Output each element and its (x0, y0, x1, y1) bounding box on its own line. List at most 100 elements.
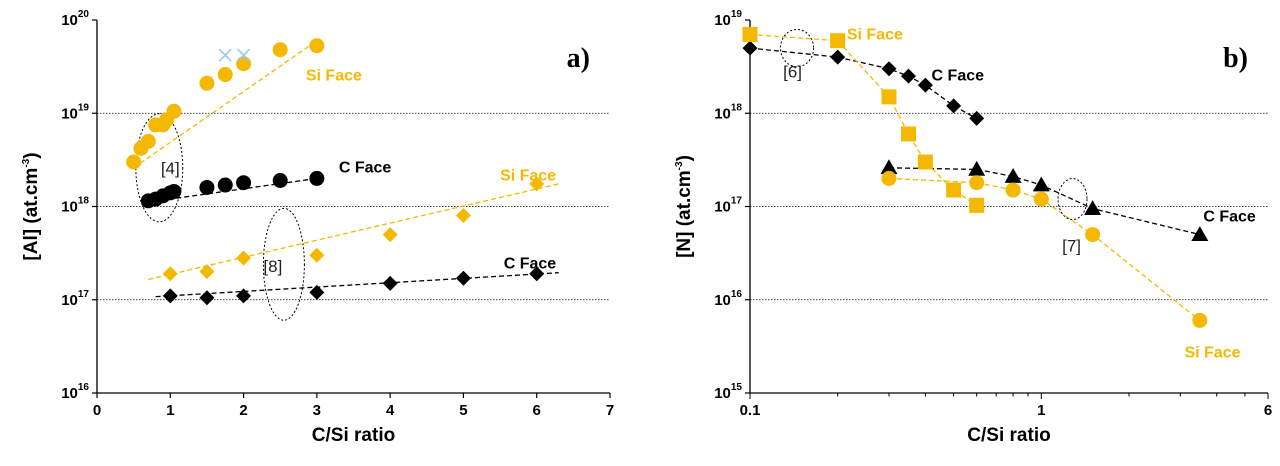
y-axis-title: [N] (at.cm-3) (674, 155, 695, 258)
reference-ellipse (262, 207, 305, 321)
data-point (969, 110, 985, 126)
data-point (529, 176, 545, 192)
y-tick-label: 1020 (61, 9, 89, 29)
panel-label: b) (1223, 43, 1248, 74)
data-point (309, 247, 325, 263)
x-tick-label: 1 (1037, 402, 1045, 419)
data-point (236, 175, 252, 191)
reference-ellipse (779, 28, 815, 68)
x-tick-label: 7 (606, 402, 614, 419)
data-point (830, 33, 846, 49)
data-point (881, 170, 897, 186)
data-point (742, 26, 758, 42)
series-annotation: Si Face (1184, 344, 1240, 361)
series-annotation: C Face (932, 68, 985, 85)
data-point (455, 270, 471, 286)
series-line (888, 177, 1201, 321)
data-point (162, 288, 178, 304)
data-point (917, 77, 933, 93)
data-point (166, 183, 182, 199)
data-point (218, 48, 232, 62)
data-point (199, 75, 215, 91)
data-point (217, 67, 233, 83)
series-line (888, 167, 1200, 236)
data-point (1084, 200, 1102, 215)
series-line (749, 33, 978, 206)
y-tick-label: 1016 (61, 382, 89, 402)
data-point (126, 154, 142, 170)
data-point (830, 49, 846, 65)
y-tick-label: 1016 (714, 289, 742, 309)
data-point (881, 89, 897, 105)
reference-label: [6] (783, 63, 802, 82)
data-point (881, 61, 897, 77)
series-annotation: Si Face (500, 168, 556, 185)
data-point (237, 48, 251, 62)
series-annotation: Si Face (306, 68, 362, 85)
data-point (309, 170, 325, 186)
data-point (900, 68, 916, 84)
chart-panel-2: 1015 1016 1017 1018 1019 0.1 1 6 C/Si ratio [N] (… (674, 9, 1272, 446)
x-tick-label: 0 (93, 402, 101, 419)
x-tick-label: 6 (533, 402, 541, 419)
data-point (1085, 227, 1101, 243)
series-annotation: C Face (504, 256, 557, 273)
y-tick-label: 1017 (61, 289, 89, 309)
data-point (236, 288, 252, 304)
data-point (917, 154, 933, 170)
x-tick-label: 3 (313, 402, 321, 419)
data-point (309, 284, 325, 300)
panel-label: a) (567, 43, 590, 74)
data-point (968, 160, 986, 176)
x-tick-label: 6 (1264, 402, 1272, 419)
data-point (162, 266, 178, 282)
x-tick-label: 0.1 (740, 402, 761, 419)
y-tick-label: 1015 (714, 382, 742, 402)
x-tick-label: 4 (386, 402, 395, 419)
trendline (144, 176, 325, 204)
trendline (155, 272, 559, 298)
data-point (382, 275, 398, 291)
reference-ellipse (135, 113, 184, 223)
data-point (166, 103, 182, 119)
series-annotation: Si Face (847, 26, 903, 43)
chart-panel-1: 1016 1017 1018 1019 1020 0 1 2 3 4 5 6 7 C/Si ratio [A… (21, 9, 614, 446)
data-point (140, 133, 156, 149)
trendline (133, 40, 318, 169)
data-point (1192, 312, 1208, 328)
data-point (382, 227, 398, 243)
data-point (199, 264, 215, 280)
x-tick-label: 5 (459, 402, 467, 419)
x-axis-title: C/Si ratio (967, 425, 1050, 446)
y-tick-label: 1018 (61, 196, 89, 216)
reference-label: [7] (1062, 237, 1081, 256)
data-point (1191, 226, 1209, 241)
data-point (199, 290, 215, 306)
data-point (946, 98, 962, 114)
data-point (309, 38, 325, 54)
y-tick-label: 1019 (61, 102, 89, 122)
data-point (900, 126, 916, 142)
reference-label: [8] (263, 257, 282, 276)
reference-label: [4] (161, 159, 180, 178)
series-annotation: C Face (339, 159, 392, 176)
x-axis-title: C/Si ratio (312, 425, 395, 446)
data-point (272, 42, 288, 58)
series-annotation: C Face (1203, 209, 1256, 226)
y-tick-label: 1019 (714, 9, 742, 29)
data-point (969, 197, 985, 213)
data-point (946, 182, 962, 198)
data-point (199, 179, 215, 195)
data-point (1033, 191, 1049, 207)
y-axis-title: [Al] (at.cm-3) (21, 152, 42, 260)
y-tick-label: 1017 (714, 196, 742, 216)
data-point (742, 40, 758, 56)
data-point (1005, 182, 1021, 198)
data-point (969, 175, 985, 191)
data-point (1032, 176, 1050, 192)
data-point (1004, 167, 1022, 183)
y-tick-label: 1018 (714, 102, 742, 122)
data-point (529, 266, 545, 282)
data-point (236, 250, 252, 266)
